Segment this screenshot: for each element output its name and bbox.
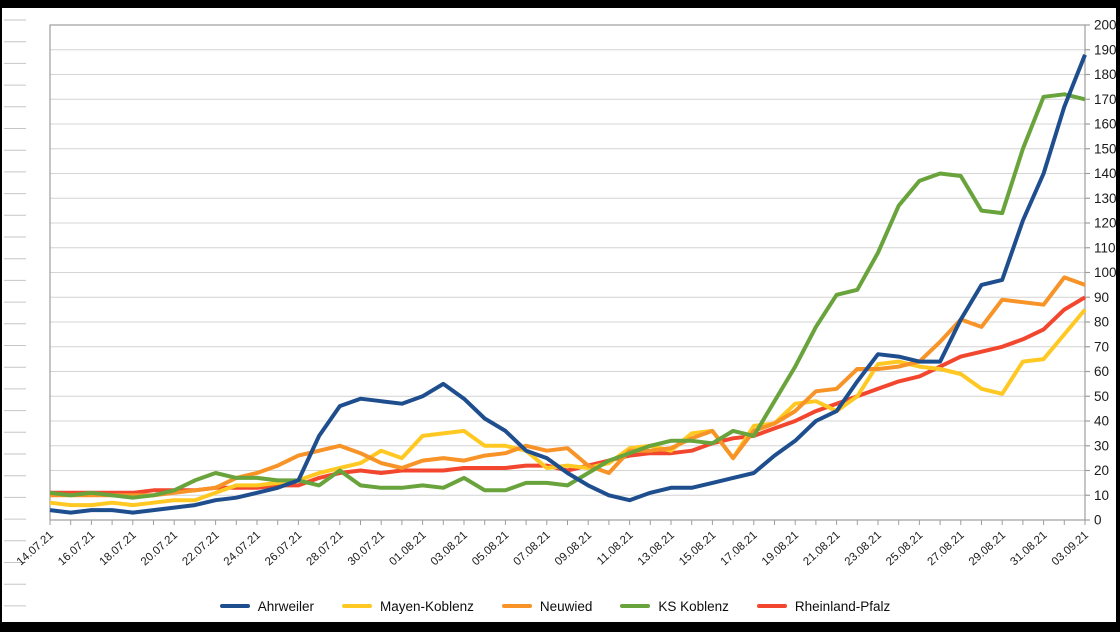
legend-label: Mayen-Koblenz bbox=[380, 598, 474, 614]
rheinland-pfalz-line-swatch-icon bbox=[756, 604, 787, 608]
y-tick-label: 200 bbox=[1094, 18, 1117, 33]
y-tick-label: 140 bbox=[1094, 166, 1117, 181]
y-tick-label: 40 bbox=[1094, 414, 1109, 429]
series-line-ks-koblenz bbox=[49, 92, 1086, 500]
y-tick-label: 160 bbox=[1094, 117, 1117, 132]
y-tick-label: 60 bbox=[1094, 364, 1109, 379]
legend-item-mayen-koblenz: Mayen-Koblenz bbox=[342, 599, 474, 614]
y-tick-label: 120 bbox=[1094, 216, 1117, 231]
y-tick-label: 20 bbox=[1094, 463, 1109, 478]
legend-item-neuwied: Neuwied bbox=[501, 598, 593, 614]
y-tick-label: 50 bbox=[1094, 389, 1109, 404]
ahrweiler-line-swatch-icon bbox=[219, 604, 250, 608]
y-tick-label: 150 bbox=[1094, 141, 1117, 156]
legend-item-ks-koblenz: KS Koblenz bbox=[620, 599, 729, 614]
chart-legend: Ahrweiler Mayen-Koblenz Neuwied KS Koble… bbox=[0, 595, 1110, 617]
legend-label: Ahrweiler bbox=[257, 598, 315, 614]
legend-label: Rheinland-Pfalz bbox=[794, 598, 891, 614]
y-tick-label: 30 bbox=[1094, 438, 1109, 453]
series-line-ahrweiler bbox=[49, 53, 1087, 515]
y-tick-label: 130 bbox=[1094, 191, 1117, 206]
legend-item-rheinland-pfalz: Rheinland-Pfalz bbox=[756, 598, 891, 614]
y-tick-label: 70 bbox=[1094, 339, 1109, 354]
y-tick-label: 100 bbox=[1094, 265, 1117, 280]
y-tick-label: 0 bbox=[1094, 513, 1102, 528]
y-tick-label: 80 bbox=[1094, 315, 1109, 330]
ks-koblenz-line-swatch-icon bbox=[620, 604, 651, 608]
y-tick-label: 90 bbox=[1094, 290, 1109, 305]
legend-item-ahrweiler: Ahrweiler bbox=[219, 598, 315, 614]
y-tick-label: 10 bbox=[1094, 488, 1109, 503]
series-line-neuwied bbox=[50, 275, 1086, 498]
y-tick-label: 180 bbox=[1094, 67, 1117, 82]
y-tick-label: 190 bbox=[1094, 42, 1117, 57]
y-tick-label: 110 bbox=[1094, 240, 1116, 255]
chart-background bbox=[2, 8, 1116, 622]
y-tick-label: 170 bbox=[1094, 92, 1117, 107]
series-line-rheinland-pfalz bbox=[50, 295, 1087, 495]
legend-label: Neuwied bbox=[539, 598, 593, 614]
mayen-koblenz-line-swatch-icon bbox=[342, 604, 373, 608]
neuwied-line-swatch-icon bbox=[501, 604, 532, 608]
legend-label: KS Koblenz bbox=[658, 598, 729, 614]
